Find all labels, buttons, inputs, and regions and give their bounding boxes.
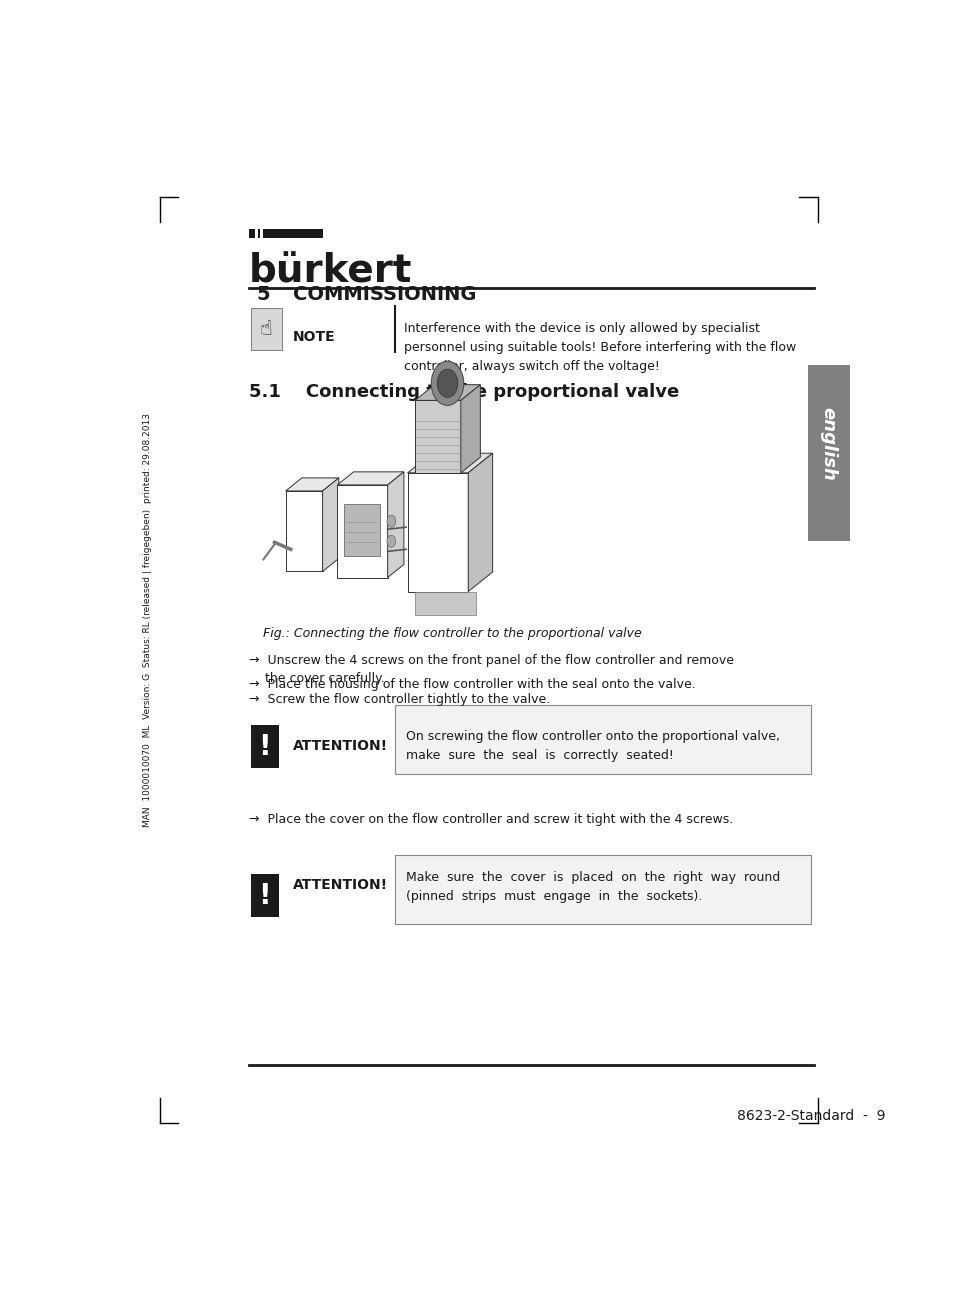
- FancyBboxPatch shape: [395, 855, 810, 924]
- Text: →  Place the cover on the flow controller and screw it tight with the 4 screws.: → Place the cover on the flow controller…: [249, 813, 732, 826]
- Text: Interference with the device is only allowed by specialist
personnel using suita: Interference with the device is only all…: [403, 322, 796, 372]
- Polygon shape: [468, 454, 492, 592]
- Bar: [251, 725, 278, 767]
- Text: ATTENTION!: ATTENTION!: [293, 878, 388, 893]
- Text: MAN  1000010070  ML  Version: G  Status: RL (released | freigegeben)  printed: 2: MAN 1000010070 ML Version: G Status: RL …: [143, 413, 152, 827]
- Text: 5.1    Connecting to the proportional valve: 5.1 Connecting to the proportional valve: [249, 383, 679, 401]
- Polygon shape: [415, 384, 480, 400]
- Bar: [251, 307, 282, 350]
- Text: 5: 5: [255, 285, 270, 303]
- Text: Fig.: Connecting the flow controller to the proportional valve: Fig.: Connecting the flow controller to …: [263, 627, 641, 640]
- Polygon shape: [460, 384, 480, 473]
- Circle shape: [436, 369, 457, 397]
- Text: →  Place the housing of the flow controller with the seal onto the valve.: → Place the housing of the flow controll…: [249, 678, 695, 691]
- Text: 8623-2-Standard  -  9: 8623-2-Standard - 9: [736, 1108, 884, 1123]
- Text: →  Unscrew the 4 screws on the front panel of the flow controller and remove
   : → Unscrew the 4 screws on the front pane…: [249, 654, 733, 685]
- Text: NOTE: NOTE: [293, 329, 335, 344]
- Text: On screwing the flow controller onto the proportional valve,
make  sure  the  se: On screwing the flow controller onto the…: [406, 731, 780, 762]
- Text: ☝: ☝: [260, 319, 273, 339]
- Polygon shape: [322, 478, 338, 571]
- Bar: [344, 505, 379, 557]
- Bar: [249, 229, 254, 238]
- Bar: [262, 229, 323, 238]
- Bar: [257, 229, 260, 238]
- Text: !: !: [258, 881, 271, 910]
- Polygon shape: [337, 485, 387, 578]
- Bar: [251, 874, 278, 916]
- Bar: [415, 592, 476, 614]
- Polygon shape: [415, 400, 460, 473]
- Text: ATTENTION!: ATTENTION!: [293, 738, 388, 753]
- Circle shape: [387, 515, 395, 527]
- Bar: [807, 365, 849, 541]
- Text: english: english: [819, 406, 837, 481]
- Text: bürkert: bürkert: [249, 252, 412, 290]
- Text: COMMISSIONING: COMMISSIONING: [293, 285, 476, 303]
- Text: →  Screw the flow controller tightly to the valve.: → Screw the flow controller tightly to t…: [249, 693, 549, 706]
- Text: Make  sure  the  cover  is  placed  on  the  right  way  round
(pinned  strips  : Make sure the cover is placed on the rig…: [406, 872, 780, 903]
- Circle shape: [387, 536, 395, 548]
- Polygon shape: [387, 472, 403, 578]
- Polygon shape: [407, 473, 468, 592]
- Polygon shape: [285, 491, 322, 571]
- Text: !: !: [258, 733, 271, 761]
- Polygon shape: [337, 472, 403, 485]
- Circle shape: [431, 361, 463, 405]
- Polygon shape: [407, 454, 492, 473]
- FancyBboxPatch shape: [395, 706, 810, 774]
- Polygon shape: [285, 478, 338, 491]
